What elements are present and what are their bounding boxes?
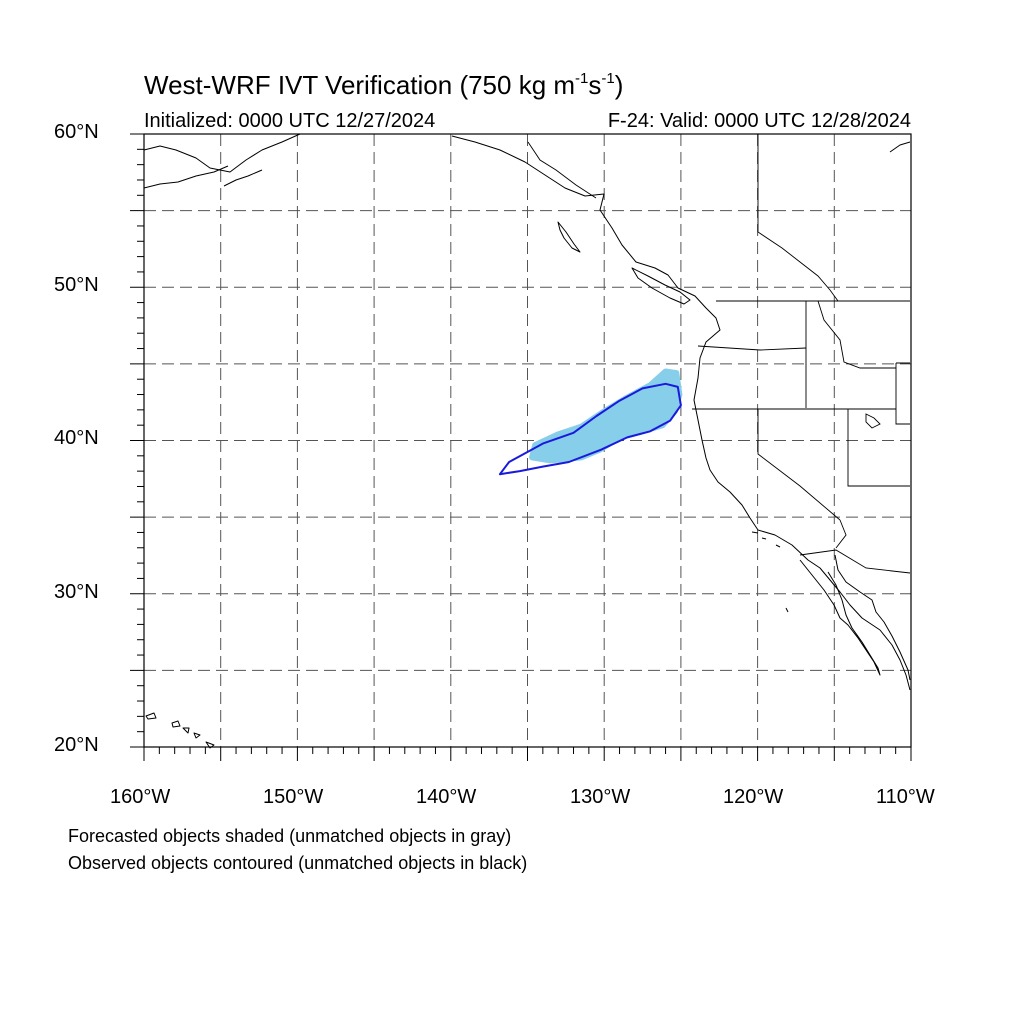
hawaii-islands	[145, 712, 215, 749]
coastline-baja	[799, 559, 881, 676]
coastline-haida-gwaii	[557, 221, 581, 253]
lat-label-40n: 40°N	[54, 427, 99, 449]
lon-label-110w: 110°W	[876, 786, 935, 808]
lat-lon-grid	[144, 134, 911, 747]
axis-ticks	[130, 133, 912, 761]
lon-label-140w: 140°W	[416, 786, 477, 808]
border-id-mt	[817, 300, 896, 369]
coastline-northeast	[889, 141, 911, 153]
coastlines	[143, 133, 911, 749]
coastline-gulf-california	[834, 554, 911, 681]
lon-label-150w: 150°W	[263, 786, 324, 808]
note-forecast: Forecasted objects shaded (unmatched obj…	[68, 826, 512, 846]
border-us-mexico	[799, 549, 911, 574]
lon-label-160w: 160°W	[110, 786, 171, 808]
lat-label-60n: 60°N	[54, 121, 99, 143]
initialized-time: Initialized: 0000 UTC 12/27/2024	[144, 110, 436, 132]
coastline-alaska	[143, 133, 301, 173]
lat-label-20n: 20°N	[54, 734, 99, 756]
coastline-alaska-peninsula	[143, 165, 229, 189]
observed-ivt-object	[498, 382, 682, 476]
lon-label-130w: 130°W	[570, 786, 631, 808]
political-borders	[527, 134, 911, 574]
border-alaska-bc	[527, 141, 597, 199]
coastline-alaska-islands	[223, 169, 263, 187]
great-salt-lake	[865, 413, 881, 429]
border-bc-alberta	[757, 231, 839, 302]
note-observed: Observed objects contoured (unmatched ob…	[68, 853, 528, 873]
lat-label-30n: 30°N	[54, 581, 99, 603]
border-az	[835, 519, 847, 549]
coastline-vancouver-island	[631, 267, 691, 305]
lat-label-50n: 50°N	[54, 274, 99, 296]
valid-time: F-24: Valid: 0000 UTC 12/28/2024	[607, 110, 911, 132]
border-wa-or	[697, 345, 807, 351]
border-nv-ut	[847, 409, 910, 487]
channel-islands	[751, 531, 789, 613]
border-wy	[895, 362, 910, 425]
lon-label-120w: 120°W	[723, 786, 784, 808]
chart-title: West-WRF IVT Verification (750 kg m-1s-1…	[144, 70, 624, 100]
border-ca-nv	[757, 409, 841, 521]
